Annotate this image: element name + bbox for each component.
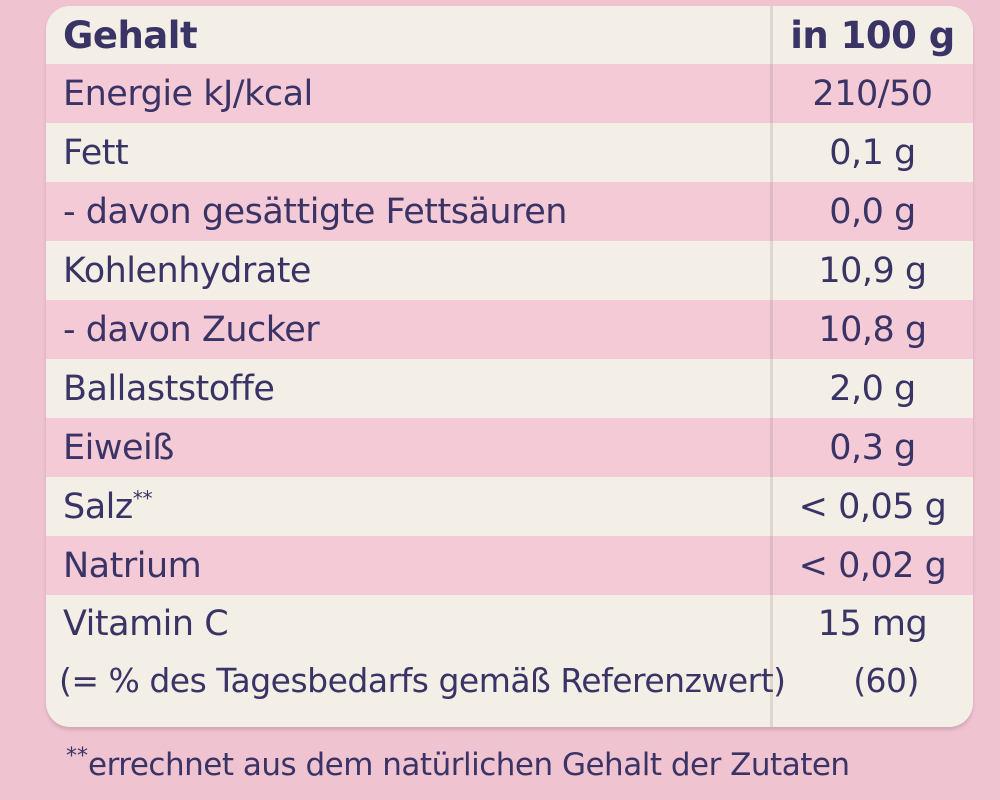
row-label: Ballaststoffe: [63, 368, 275, 409]
row-label: Energie kJ/kcal: [63, 73, 313, 114]
salz-footnote-marker: **: [132, 485, 153, 510]
row-value: 210/50: [812, 73, 933, 114]
row-label: Vitamin C: [63, 603, 229, 644]
footnote-text: errechnet aus dem natürlichen Gehalt der…: [88, 747, 850, 783]
footnote: **errechnet aus dem natürlichen Gehalt d…: [66, 744, 850, 783]
nutrition-table: Gehalt in 100 g Energie kJ/kcal 210/50 F…: [46, 6, 973, 727]
row-value: 15 mg: [817, 603, 928, 644]
row-vitamin-c-reference: (= % des Tagesbedarfs gemäß Referenzwert…: [46, 652, 973, 709]
row-value: 2,0 g: [829, 368, 916, 409]
row-sub-label: (= % des Tagesbedarfs gemäß Referenzwert…: [59, 661, 786, 700]
row-label: Fett: [63, 132, 129, 173]
row-label: Eiweiß: [63, 427, 174, 468]
row-fett: Fett 0,1 g: [46, 123, 973, 182]
row-natrium: Natrium < 0,02 g: [46, 536, 973, 595]
footnote-marker: **: [66, 744, 88, 769]
header-per-100g-label: in 100 g: [790, 13, 955, 57]
row-kohlenhydrate: Kohlenhydrate 10,9 g: [46, 241, 973, 300]
row-value: 0,0 g: [829, 191, 916, 232]
row-value: < 0,05 g: [798, 486, 947, 527]
row-value: 0,1 g: [829, 132, 916, 173]
row-label: Kohlenhydrate: [63, 250, 311, 291]
row-salz: Salz** < 0,05 g: [46, 477, 973, 536]
header-content-label: Gehalt: [63, 13, 198, 57]
row-label: Salz**: [63, 485, 153, 527]
row-ballaststoffe: Ballaststoffe 2,0 g: [46, 359, 973, 418]
column-divider-line: [770, 6, 773, 727]
nutrition-table-panel: Gehalt in 100 g Energie kJ/kcal 210/50 F…: [46, 6, 973, 727]
row-label: - davon Zucker: [63, 309, 320, 350]
row-vitamin-c-block: Vitamin C 15 mg (= % des Tagesbedarfs ge…: [46, 595, 973, 709]
row-value: < 0,02 g: [798, 545, 947, 586]
row-value: 10,9 g: [818, 250, 927, 291]
row-energie: Energie kJ/kcal 210/50: [46, 64, 973, 123]
row-label: Natrium: [63, 545, 202, 586]
row-eiweiss: Eiweiß 0,3 g: [46, 418, 973, 477]
row-value: 10,8 g: [818, 309, 927, 350]
row-gesaettigte-fettsaeuren: - davon gesättigte Fettsäuren 0,0 g: [46, 182, 973, 241]
row-sub-value: (60): [853, 661, 919, 700]
table-header-row: Gehalt in 100 g: [46, 6, 973, 64]
row-zucker: - davon Zucker 10,8 g: [46, 300, 973, 359]
row-label: - davon gesättigte Fettsäuren: [63, 191, 567, 232]
row-vitamin-c: Vitamin C 15 mg: [46, 595, 973, 652]
row-value: 0,3 g: [829, 427, 916, 468]
